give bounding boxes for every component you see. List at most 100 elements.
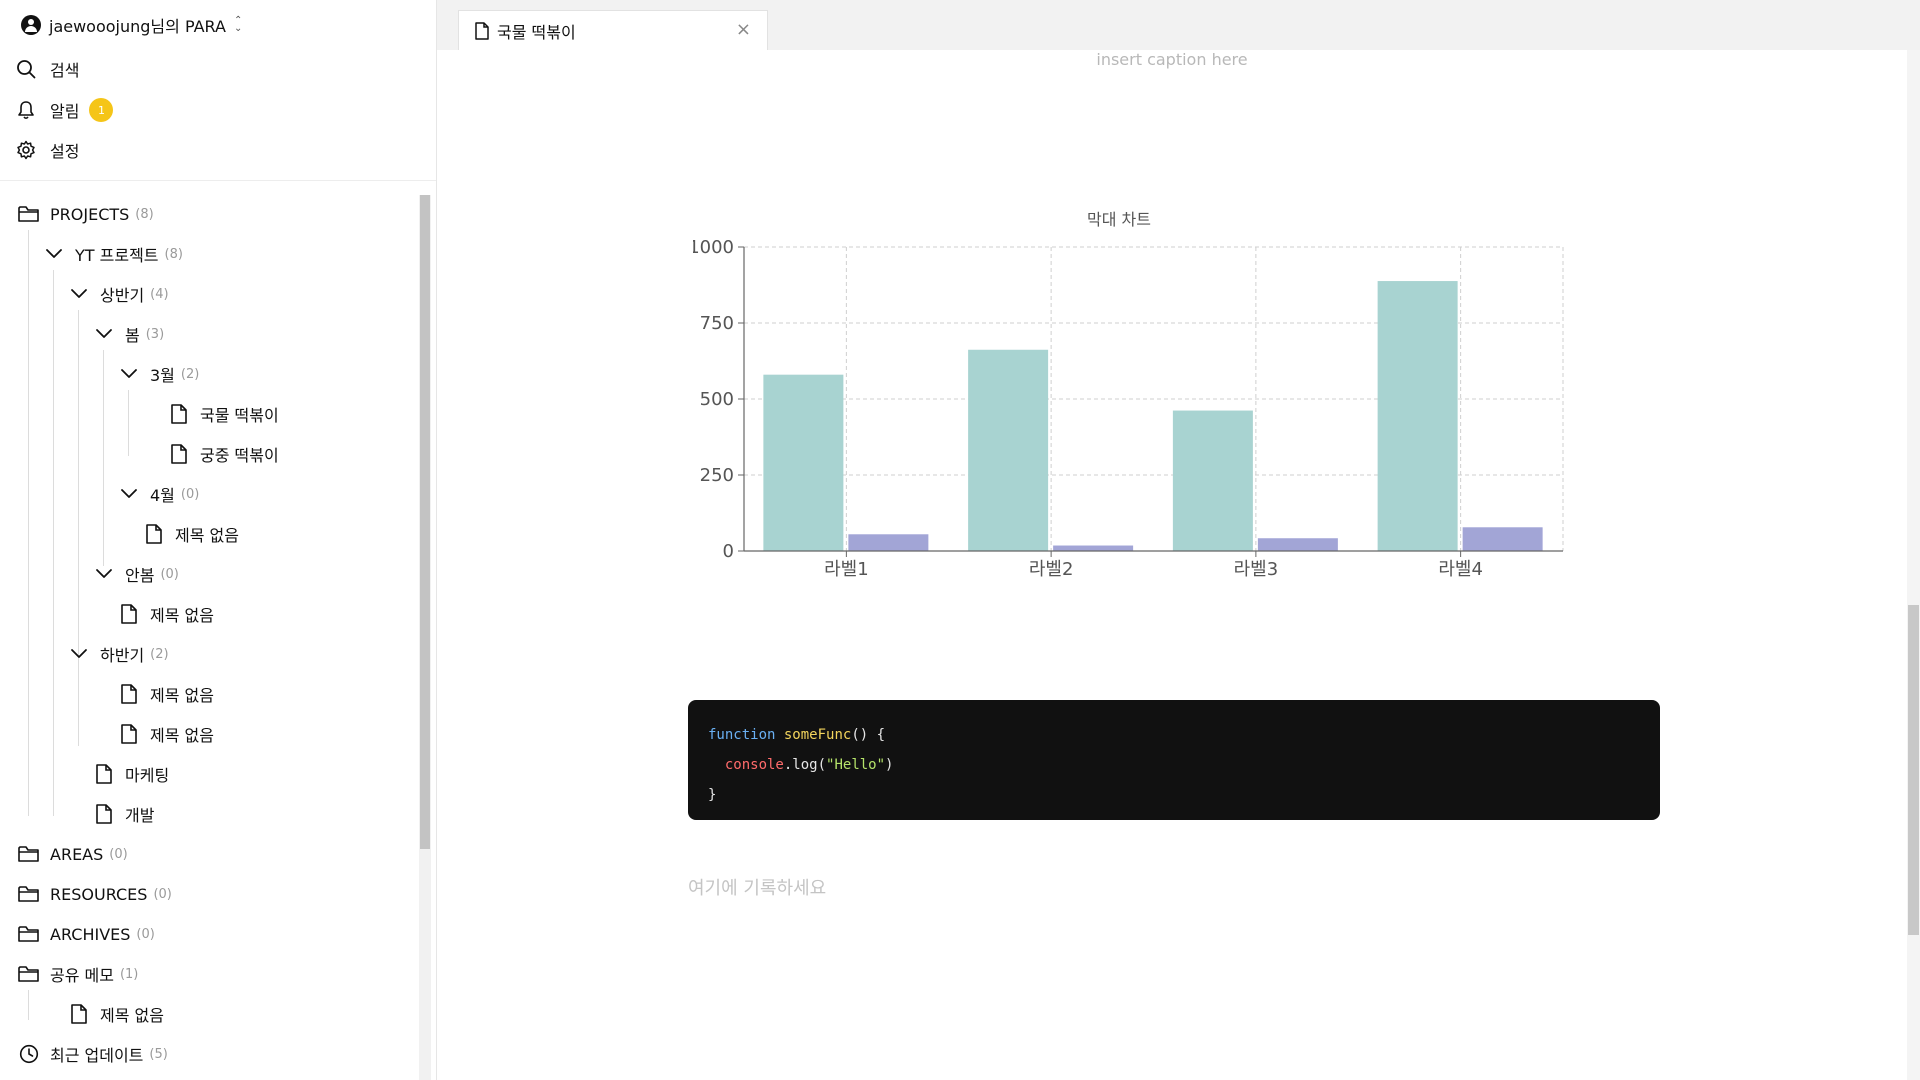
tree-guide-line	[53, 270, 54, 816]
close-icon[interactable]: ×	[735, 19, 751, 40]
tree-item-label: 제목 없음	[175, 526, 239, 545]
tree-item-count: (0)	[160, 566, 179, 582]
tree-item-page[interactable]: 제목 없음	[141, 520, 239, 548]
document-icon	[166, 404, 192, 424]
tree-item-page[interactable]: 제목 없음	[66, 1000, 164, 1028]
tree-item-count: (1)	[119, 966, 139, 982]
tree-item-folder[interactable]: 봄 (3)	[91, 320, 164, 348]
tree-item-count: (3)	[145, 326, 165, 342]
y-tick-label: 0	[723, 541, 734, 562]
tree-item-folder[interactable]: AREAS (0)	[16, 840, 128, 868]
sidebar-scrollbar[interactable]	[419, 195, 431, 1080]
chevron-down-icon[interactable]	[66, 285, 92, 303]
tree-item-label: 하반기	[100, 646, 145, 665]
tree-item-folder[interactable]: 상반기 (4)	[66, 280, 169, 308]
code-function-name: someFunc	[783, 727, 852, 743]
y-tick-label: 500	[700, 389, 734, 410]
tree-item-folder[interactable]: 4월 (0)	[116, 480, 199, 508]
tree-item-page[interactable]: 마케팅	[91, 760, 169, 788]
nav-settings[interactable]: 설정	[16, 136, 79, 164]
code-text: .log(	[783, 757, 827, 773]
chevron-down-icon[interactable]	[116, 365, 142, 383]
tree-item-folder[interactable]: YT 프로젝트 (8)	[41, 240, 183, 268]
tree-item-page[interactable]: 제목 없음	[116, 600, 214, 628]
tree-item-page[interactable]: 국물 떡볶이	[166, 400, 279, 428]
image-caption[interactable]: insert caption here	[1096, 50, 1248, 69]
editor-scrollbar-thumb[interactable]	[1908, 605, 1919, 935]
document-icon	[116, 724, 142, 744]
editor-placeholder[interactable]: 여기에 기록하세요	[688, 878, 827, 899]
x-tick-label: 라벨1	[824, 559, 869, 580]
chart-title: 막대 차트	[1087, 210, 1151, 229]
tree-item-label: 4월	[150, 486, 175, 505]
user-avatar-icon	[21, 15, 41, 35]
tree-item-page[interactable]: 제목 없음	[116, 720, 214, 748]
tree-guide-line	[103, 350, 104, 566]
code-text: )	[885, 757, 894, 773]
editor-area: insert caption here 막대 차트 0 250 500 750 1000 라…	[437, 50, 1920, 1080]
chevron-down-icon[interactable]	[116, 485, 142, 503]
code-block[interactable]: function someFunc() { console.log("Hello…	[688, 700, 1660, 820]
sidebar: jaewooojung님의 PARA ⌃ ⌄ 검색 알림 1 설정 PROJECT…	[0, 0, 437, 1080]
editor-scrollbar[interactable]	[1907, 50, 1920, 1080]
tree-item-label: RESOURCES	[50, 884, 148, 904]
nav-alerts-label: 알림	[50, 102, 80, 121]
document-icon	[475, 21, 489, 40]
tree-item-count: (4)	[150, 286, 169, 302]
chevron-down-icon[interactable]	[66, 645, 92, 663]
tree-item-page[interactable]: 제목 없음	[116, 680, 214, 708]
tree-item-count: (2)	[150, 646, 169, 662]
tree-item-label: 궁중 떡볶이	[200, 446, 279, 465]
y-tick-label: 250	[700, 465, 734, 486]
tree-item-folder[interactable]: RESOURCES (0)	[16, 880, 172, 908]
nav-search-label: 검색	[50, 61, 80, 80]
chevron-down-icon[interactable]	[91, 565, 117, 583]
tree-item-folder[interactable]: 안봄 (0)	[91, 560, 179, 588]
tree-item-page[interactable]: 개발	[91, 800, 154, 828]
code-line-1: function someFunc() {	[708, 720, 1640, 750]
tree-item-count: (5)	[149, 1046, 168, 1062]
tree-item-folder[interactable]: ARCHIVES (0)	[16, 920, 155, 948]
bar-series-2-1	[848, 534, 929, 551]
gear-icon	[17, 140, 35, 160]
tree-item-label: 제목 없음	[150, 606, 214, 625]
tree-guide-line	[78, 310, 79, 746]
tree-guide-line	[128, 390, 129, 456]
alerts-badge: 1	[89, 98, 114, 122]
tree-item-label: 국물 떡볶이	[200, 406, 279, 425]
chevron-down-icon[interactable]	[41, 245, 67, 263]
tree-item-page[interactable]: 궁중 떡볶이	[166, 440, 279, 468]
tree-item-label: 마케팅	[125, 766, 170, 785]
tab-title: 국물 떡볶이	[497, 22, 576, 42]
tree-item-folder[interactable]: 최근 업데이트 (5)	[16, 1040, 168, 1068]
tree-item-count: (0)	[136, 926, 155, 942]
tab-active-page[interactable]: 국물 떡볶이 ×	[458, 10, 768, 50]
tree-item-label: PROJECTS	[50, 204, 130, 224]
tree-item-folder[interactable]: 하반기 (2)	[66, 640, 169, 668]
code-string: "Hello"	[826, 757, 886, 773]
tab-bar: 국물 떡볶이 ×	[437, 0, 1920, 50]
code-text: () {	[851, 727, 886, 743]
bar-series-2-4	[1462, 527, 1543, 551]
tree-item-folder[interactable]: 3월 (2)	[116, 360, 199, 388]
code-keyword: function	[708, 727, 776, 743]
workspace-switcher[interactable]: jaewooojung님의 PARA ⌃ ⌄	[21, 13, 242, 37]
tree-item-label: YT 프로젝트	[75, 246, 159, 265]
tree-item-count: (2)	[180, 366, 200, 382]
nav-alerts[interactable]: 알림 1	[16, 96, 114, 124]
x-tick-label: 라벨4	[1438, 559, 1483, 580]
code-line-2: console.log("Hello")	[708, 750, 1640, 780]
tree-item-folder[interactable]: 공유 메모 (1)	[16, 960, 138, 988]
sidebar-scrollbar-thumb[interactable]	[420, 195, 430, 849]
code-text: }	[708, 787, 717, 803]
y-tick-label: 750	[700, 313, 734, 334]
tree-item-folder[interactable]: PROJECTS (8)	[16, 200, 154, 228]
tree-item-label: 공유 메모	[50, 966, 114, 985]
folder-icon	[16, 205, 42, 223]
tree-item-count: (0)	[180, 486, 200, 502]
chevron-down-icon[interactable]	[91, 325, 117, 343]
code-object: console	[724, 757, 784, 773]
sidebar-divider	[0, 180, 436, 181]
tree-item-count: (0)	[153, 886, 172, 902]
nav-search[interactable]: 검색	[16, 55, 79, 83]
